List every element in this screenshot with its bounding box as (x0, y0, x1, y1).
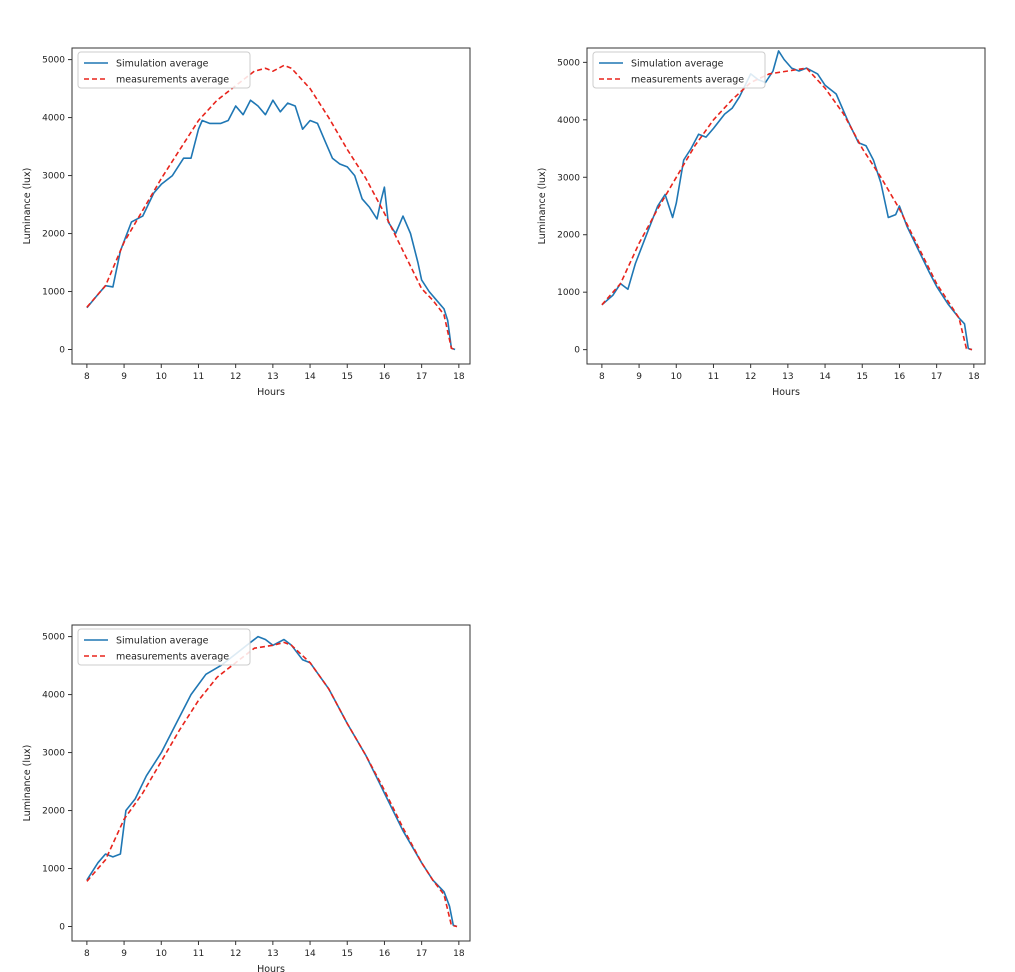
simulation-average-line (601, 50, 973, 351)
x-axis-label: Hours (257, 964, 285, 972)
simulation-average-line (86, 99, 456, 351)
y-tick-label: 0 (59, 346, 65, 356)
y-tick-label: 2000 (42, 230, 65, 240)
y-tick-label: 5000 (557, 58, 580, 68)
legend-label: Simulation average (116, 636, 209, 647)
x-tick-label: 17 (416, 372, 427, 382)
x-tick-label: 16 (894, 372, 906, 382)
y-tick-label: 4000 (557, 116, 580, 126)
chart-bottom-left: 8 9 10 11 12 13 14 15 16 17 18 0 1000 2000 3000 4000 500… (0, 597, 490, 972)
legend-label: measurements average (116, 75, 229, 86)
y-axis-label: Luminance (lux) (22, 168, 33, 245)
legend-label: Simulation average (631, 59, 724, 70)
x-tick-label: 11 (708, 372, 719, 382)
legend-box (592, 51, 766, 89)
x-axis-label: Hours (772, 387, 800, 398)
y-tick-label: 0 (59, 923, 65, 933)
legend-label: Simulation average (116, 59, 209, 70)
plot-frame (71, 624, 471, 942)
y-tick-label: 4000 (42, 691, 65, 701)
x-tick-label: 9 (636, 372, 642, 382)
x-axis-label: Hours (257, 387, 285, 398)
plot-frame (71, 47, 471, 365)
chart-top-right: 8 9 10 11 12 13 14 15 16 17 18 0 1000 2000 3000 4000 500… (515, 20, 1005, 398)
x-tick-label: 13 (267, 372, 278, 382)
y-tick-label: 4000 (42, 114, 65, 124)
chart-svg: 8 9 10 11 12 13 14 15 16 17 18 0 1000 2000 3000 4000 500… (537, 47, 986, 398)
x-tick-label: 8 (84, 949, 90, 959)
x-tick-label: 8 (84, 372, 90, 382)
plot-frame (586, 47, 986, 365)
y-tick-label: 1000 (42, 865, 65, 875)
y-tick-label: 5000 (42, 56, 65, 66)
x-tick-label: 18 (968, 372, 980, 382)
measurements-average-line (86, 641, 458, 928)
chart-top-left: 8 9 10 11 12 13 14 15 16 17 18 0 1000 2000 3000 4000 500… (0, 20, 490, 398)
chart-svg: 8 9 10 11 12 13 14 15 16 17 18 0 1000 2000 3000 4000 500… (22, 624, 471, 972)
x-tick-label: 10 (156, 949, 168, 959)
y-tick-label: 5000 (42, 633, 65, 643)
y-tick-label: 2000 (557, 231, 580, 241)
y-axis-label: Luminance (lux) (537, 168, 548, 245)
legend-box (77, 51, 251, 89)
y-tick-label: 1000 (42, 288, 65, 298)
legend-label: measurements average (116, 652, 229, 663)
x-tick-label: 10 (671, 372, 683, 382)
y-axis-label: Luminance (lux) (22, 745, 33, 822)
x-tick-label: 16 (379, 372, 391, 382)
x-tick-label: 15 (857, 372, 868, 382)
x-tick-label: 13 (782, 372, 793, 382)
chart-svg: 8 9 10 11 12 13 14 15 16 17 18 0 1000 2000 3000 4000 500… (22, 47, 471, 398)
x-tick-label: 12 (230, 949, 241, 959)
legend-label: measurements average (631, 75, 744, 86)
legend-box (77, 628, 251, 666)
x-tick-label: 11 (193, 372, 204, 382)
x-tick-label: 12 (230, 372, 241, 382)
y-tick-label: 0 (574, 346, 580, 356)
x-tick-label: 9 (121, 949, 127, 959)
y-tick-label: 2000 (42, 807, 65, 817)
y-tick-label: 3000 (42, 749, 65, 759)
x-tick-label: 9 (121, 372, 127, 382)
simulation-average-line (86, 635, 458, 928)
x-tick-label: 10 (156, 372, 168, 382)
x-tick-label: 15 (342, 949, 353, 959)
x-tick-label: 16 (379, 949, 391, 959)
x-tick-label: 14 (819, 372, 831, 382)
x-tick-label: 12 (745, 372, 756, 382)
y-tick-label: 3000 (42, 172, 65, 182)
measurements-average-line (601, 67, 973, 351)
x-tick-label: 14 (304, 949, 316, 959)
y-tick-label: 1000 (557, 288, 580, 298)
x-tick-label: 17 (416, 949, 427, 959)
y-tick-label: 3000 (557, 173, 580, 183)
x-tick-label: 8 (599, 372, 605, 382)
x-tick-label: 17 (931, 372, 942, 382)
x-tick-label: 13 (267, 949, 278, 959)
x-tick-label: 14 (304, 372, 316, 382)
x-tick-label: 18 (453, 949, 465, 959)
measurements-average-line (86, 64, 456, 351)
x-tick-label: 11 (193, 949, 204, 959)
x-tick-label: 18 (453, 372, 465, 382)
x-tick-label: 15 (342, 372, 353, 382)
